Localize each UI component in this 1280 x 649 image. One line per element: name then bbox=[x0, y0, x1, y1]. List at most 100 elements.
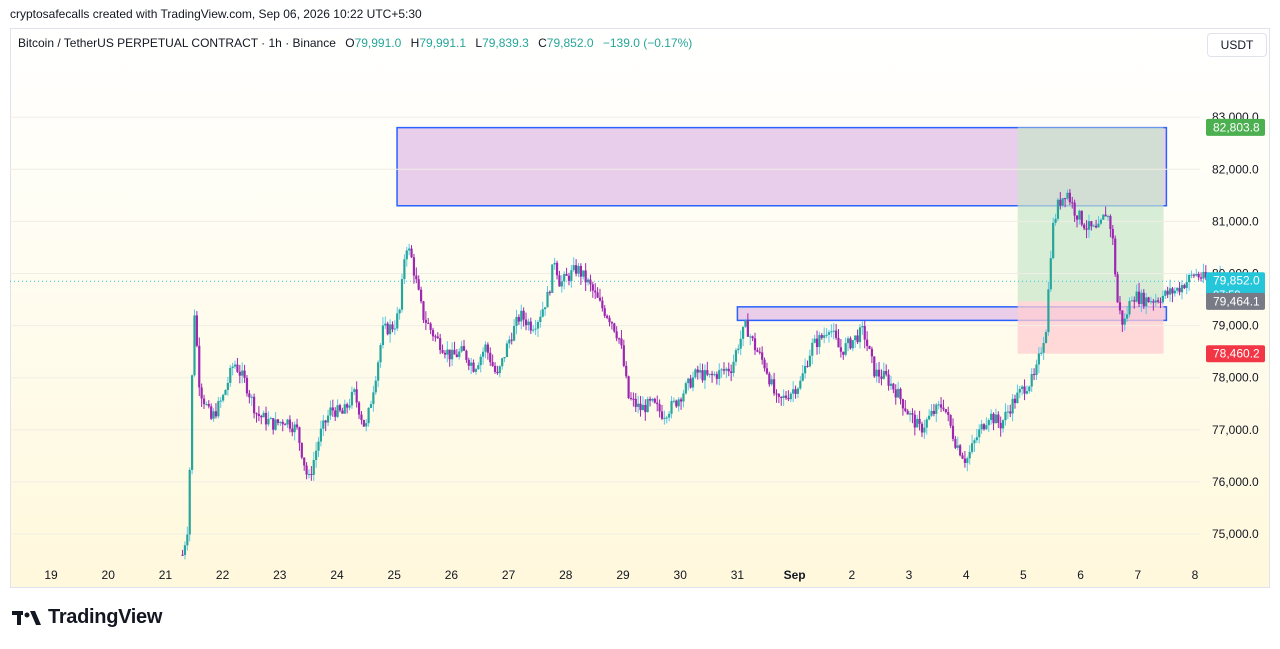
candle-body bbox=[856, 335, 859, 343]
candle-body bbox=[264, 412, 268, 425]
candle-body bbox=[1190, 274, 1193, 276]
candle-body bbox=[357, 402, 361, 415]
candle-body bbox=[527, 321, 530, 326]
candle-body bbox=[250, 396, 253, 398]
candle-body bbox=[405, 250, 408, 260]
candle-body bbox=[682, 393, 685, 402]
candle-body bbox=[935, 404, 938, 414]
candle-body bbox=[1078, 210, 1081, 220]
candle-body bbox=[381, 325, 385, 346]
candle-body bbox=[393, 328, 396, 330]
price-axis-tick-label: 75,000.0 bbox=[1212, 527, 1259, 541]
candle-body bbox=[458, 351, 461, 357]
candle-body bbox=[613, 323, 616, 332]
candle-body bbox=[1030, 373, 1033, 387]
time-axis-tick-label: 19 bbox=[44, 568, 58, 582]
candle-body bbox=[415, 275, 418, 280]
time-axis-tick-label: 3 bbox=[906, 568, 913, 582]
low-value: 79,839.3 bbox=[482, 36, 529, 50]
candle-body bbox=[1083, 224, 1086, 229]
currency-unit-button[interactable]: USDT bbox=[1207, 33, 1267, 57]
candle-body bbox=[1168, 288, 1172, 295]
candle-body bbox=[474, 369, 478, 372]
candle-body bbox=[284, 424, 287, 426]
candle-body bbox=[610, 322, 614, 324]
symbol-name[interactable]: Bitcoin / TetherUS PERPETUAL CONTRACT · … bbox=[18, 36, 336, 50]
candle-body bbox=[1104, 214, 1107, 217]
candle-body bbox=[1161, 295, 1164, 303]
candle-body bbox=[1028, 386, 1031, 392]
candle-body bbox=[329, 407, 332, 416]
candle-body bbox=[737, 348, 740, 351]
candle-body bbox=[1025, 391, 1029, 394]
attribution-line: cryptosafecalls created with TradingView… bbox=[10, 7, 422, 21]
candle-body bbox=[563, 274, 566, 282]
candle-body bbox=[276, 419, 280, 423]
candle-body bbox=[782, 395, 785, 398]
candle-body bbox=[715, 374, 718, 379]
candle-body bbox=[522, 310, 525, 320]
candle-body bbox=[1188, 275, 1191, 283]
candle-body bbox=[770, 379, 773, 385]
candle-body bbox=[658, 404, 661, 412]
candle-body bbox=[792, 389, 795, 394]
time-axis-tick-label: 8 bbox=[1192, 568, 1199, 582]
candle-body bbox=[1166, 290, 1169, 295]
candle-body bbox=[1180, 285, 1184, 293]
candle-body bbox=[687, 378, 690, 384]
candle-body bbox=[505, 343, 509, 358]
candle-body bbox=[510, 339, 513, 341]
candle-body bbox=[768, 373, 771, 385]
time-axis-tick-label: 31 bbox=[731, 568, 745, 582]
tradingview-logo[interactable]: TradingView bbox=[12, 606, 162, 629]
target-zone[interactable] bbox=[1017, 127, 1164, 302]
candle-body bbox=[899, 388, 902, 400]
candle-body bbox=[462, 346, 466, 351]
candle-body bbox=[875, 369, 878, 377]
candle-body bbox=[245, 377, 249, 394]
candle-body bbox=[999, 422, 1002, 429]
candle-body bbox=[775, 393, 778, 395]
candle-body bbox=[954, 438, 957, 448]
candle-body bbox=[367, 407, 370, 424]
candle-body bbox=[961, 455, 964, 459]
candle-body bbox=[210, 406, 213, 419]
close-label: C bbox=[538, 36, 547, 50]
candle-body bbox=[267, 418, 270, 425]
time-axis-tick-label: 23 bbox=[273, 568, 287, 582]
candle-body bbox=[1042, 342, 1045, 353]
close-value: 79,852.0 bbox=[546, 36, 594, 50]
price-tag-label: 82,803.8 bbox=[1213, 120, 1260, 134]
price-axis-tick-label: 78,000.0 bbox=[1212, 371, 1259, 385]
candle-body bbox=[348, 405, 351, 408]
time-axis-tick-label: 26 bbox=[445, 568, 459, 582]
candle-body bbox=[1171, 288, 1174, 294]
candle-body bbox=[699, 370, 702, 373]
candle-body bbox=[548, 291, 551, 293]
candle-body bbox=[260, 415, 263, 418]
candle-body bbox=[813, 338, 816, 343]
candle-body bbox=[539, 316, 542, 323]
candle-body bbox=[978, 429, 981, 438]
candle-body bbox=[656, 402, 659, 405]
time-axis-tick-label: 29 bbox=[616, 568, 630, 582]
stop-loss-zone[interactable] bbox=[1017, 301, 1164, 354]
candle-body bbox=[295, 424, 299, 428]
candle-body bbox=[639, 403, 642, 411]
candle-body bbox=[825, 334, 828, 336]
candle-body bbox=[326, 415, 330, 423]
candle-body bbox=[842, 351, 845, 355]
candle-body bbox=[777, 394, 780, 397]
candle-body bbox=[1035, 364, 1038, 376]
candle-body bbox=[830, 331, 833, 333]
candle-body bbox=[970, 443, 974, 452]
candle-body bbox=[603, 308, 606, 316]
candle-body bbox=[1049, 258, 1052, 290]
candle-body bbox=[987, 420, 990, 426]
grid-layer bbox=[10, 116, 1205, 535]
candle-body bbox=[749, 336, 752, 338]
candle-body bbox=[374, 380, 377, 393]
candle-body bbox=[1006, 411, 1009, 413]
candle-body bbox=[653, 398, 656, 403]
